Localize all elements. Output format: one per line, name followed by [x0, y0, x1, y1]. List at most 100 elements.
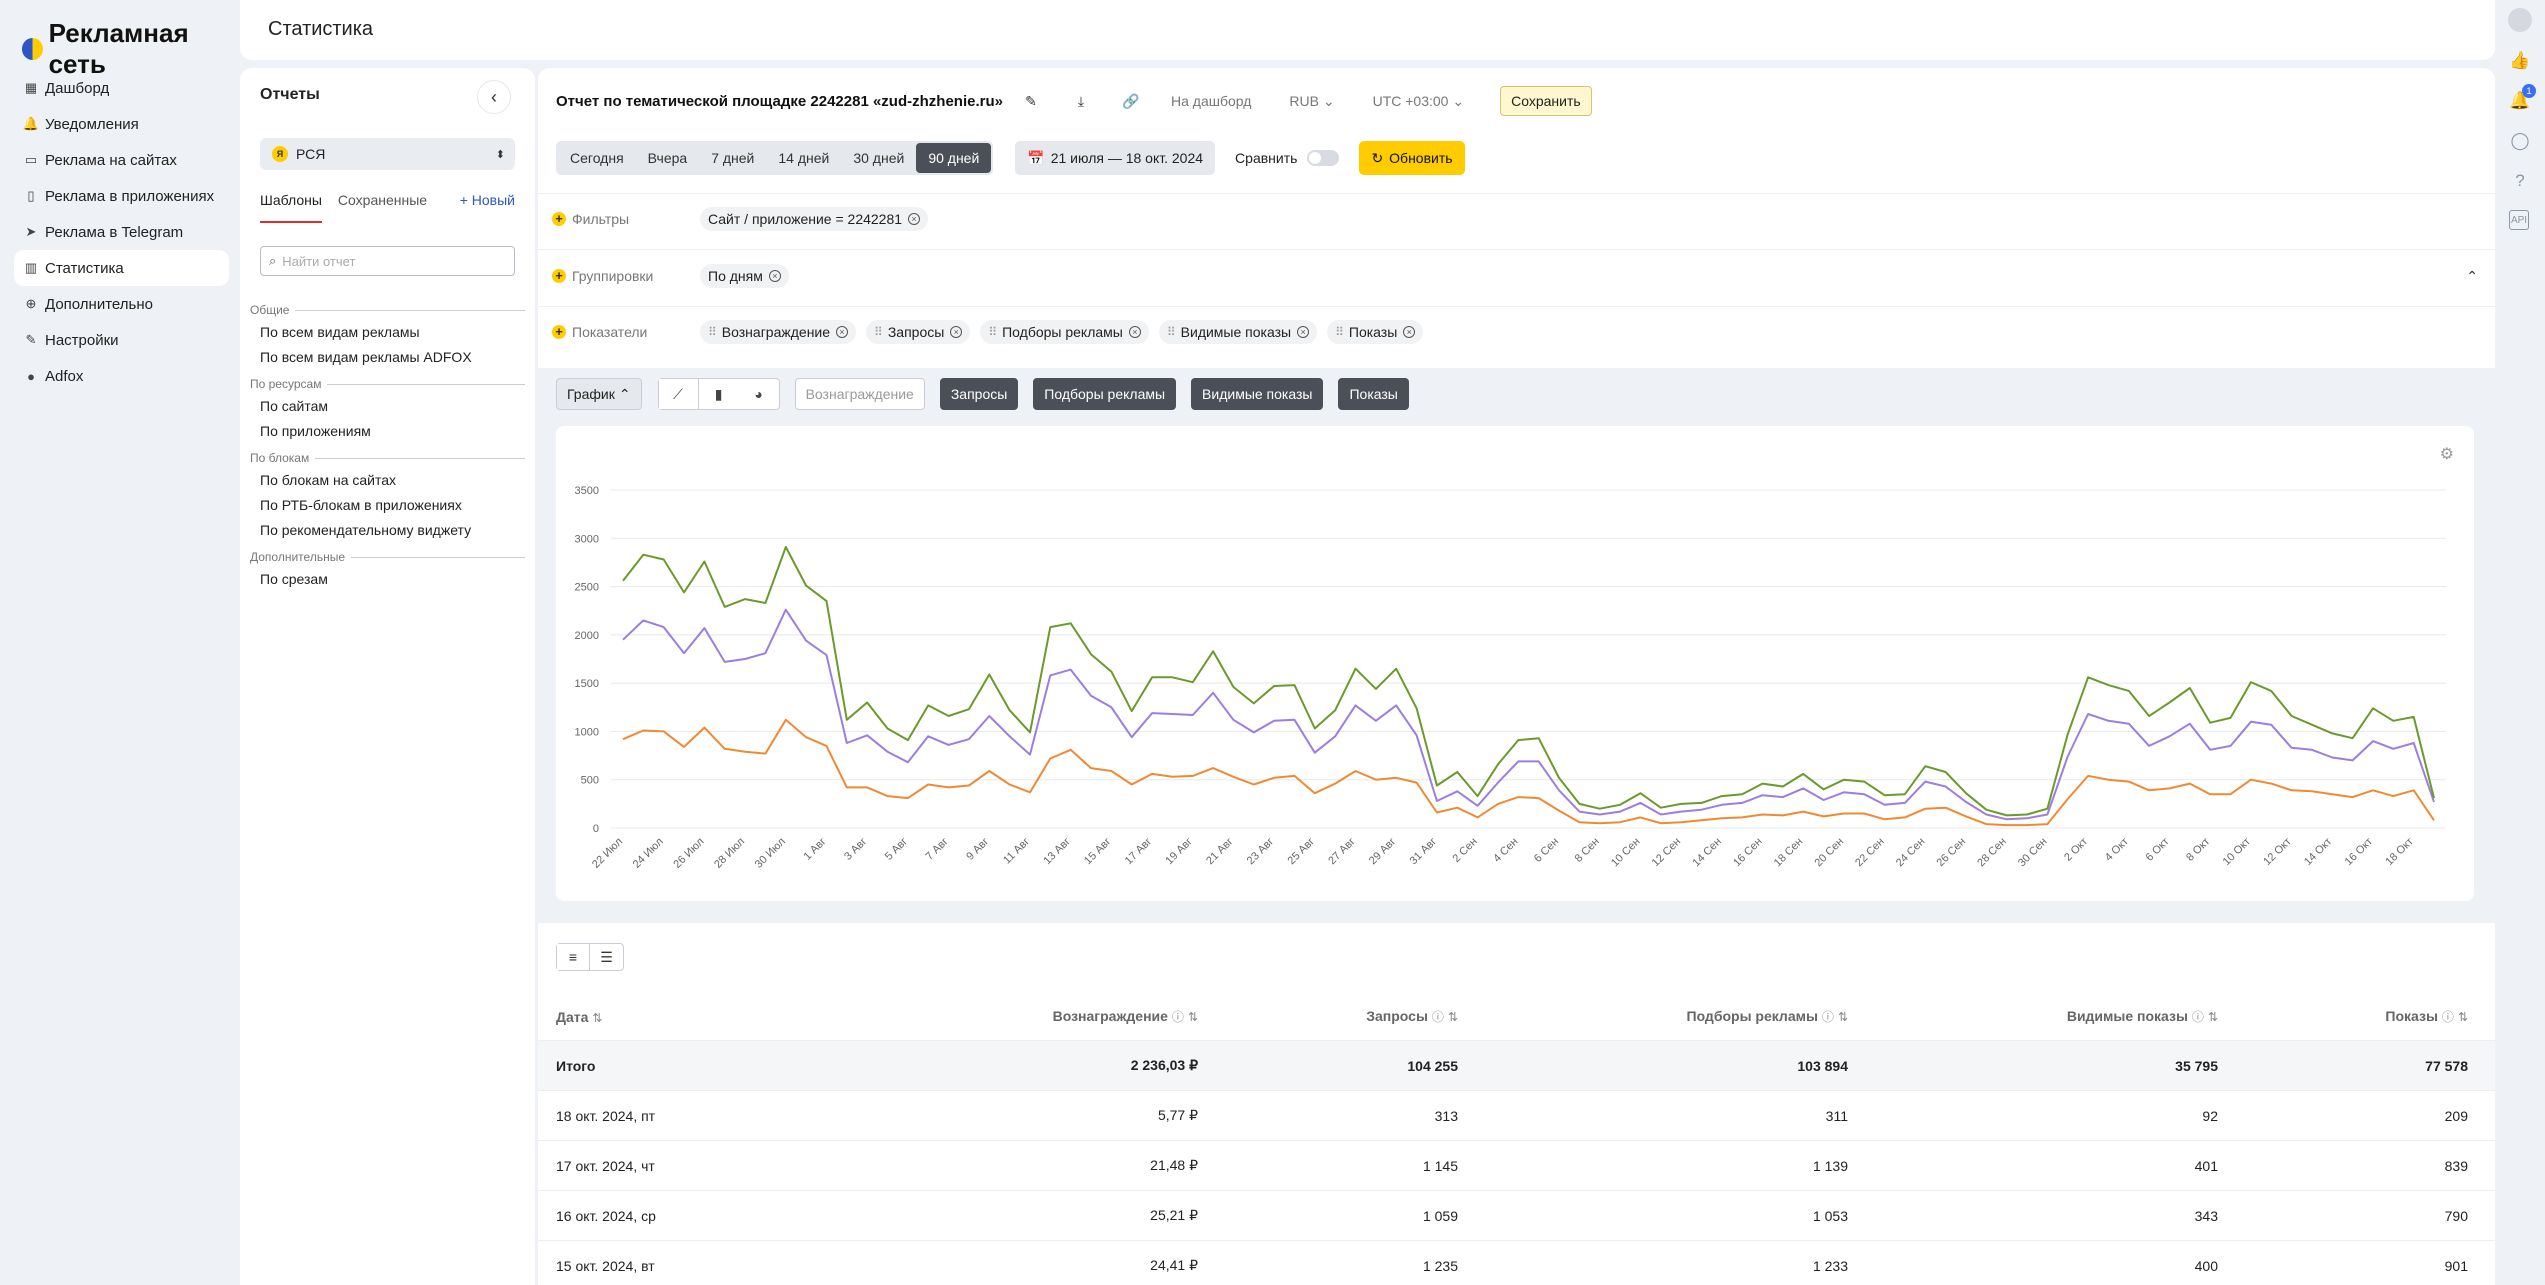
graph-mode-button[interactable]: График ⌃ [556, 378, 642, 410]
chat-icon[interactable]: ◯ [2510, 131, 2530, 150]
close-icon[interactable]: × [836, 326, 849, 338]
report-template-item[interactable]: По РТБ-блокам в приложениях [260, 497, 462, 513]
metric-chip[interactable]: ⠿ Подборы рекламы × [980, 320, 1149, 344]
report-template-item[interactable]: По приложениям [260, 423, 371, 439]
metric-chip[interactable]: ⠿ Показы × [1327, 320, 1424, 344]
nav-item-wrench[interactable]: ✎ Настройки [14, 322, 229, 358]
series-toggle-button[interactable]: Подборы рекламы [1033, 378, 1177, 410]
column-header[interactable]: Вознаграждение ⓘ ⇅ [828, 1008, 1198, 1025]
grouping-chip[interactable]: По дням × [700, 264, 789, 288]
flat-table-icon[interactable]: ≡ [557, 944, 590, 970]
drag-handle-icon[interactable]: ⠿ [988, 325, 997, 339]
help-icon[interactable]: ⓘ [1431, 1010, 1444, 1024]
app-logo[interactable]: Рекламная сеть [22, 18, 240, 80]
drag-handle-icon[interactable]: ⠿ [874, 325, 883, 339]
report-template-item[interactable]: По всем видам рекламы ADFOX [260, 349, 472, 365]
series-toggle-button[interactable]: Вознаграждение [794, 378, 925, 410]
sort-icon[interactable]: ⇅ [2207, 1010, 2218, 1024]
drag-handle-icon[interactable]: ⠿ [1166, 325, 1176, 339]
column-header[interactable]: Запросы ⓘ ⇅ [1198, 1008, 1458, 1025]
to-dashboard-link[interactable]: На дашборд [1170, 93, 1252, 109]
new-report-link[interactable]: + Новый [459, 192, 515, 208]
nav-item-monitor[interactable]: ▭ Реклама на сайтах [14, 142, 229, 178]
close-icon[interactable]: × [908, 213, 921, 225]
close-icon[interactable]: × [950, 326, 963, 338]
report-search-input[interactable] [282, 253, 503, 269]
report-template-item[interactable]: По всем видам рекламы [260, 324, 420, 340]
help-icon[interactable]: ? [2515, 171, 2525, 190]
nav-item-plus-circle[interactable]: ⊕ Дополнительно [14, 286, 229, 322]
series-toggle-button[interactable]: Запросы [939, 378, 1019, 410]
save-button[interactable]: Сохранить [1500, 86, 1592, 116]
close-icon[interactable]: × [1297, 326, 1310, 338]
timezone-select[interactable]: UTC +03:00 ⌄ [1373, 93, 1465, 110]
close-icon[interactable]: × [1403, 326, 1416, 338]
chart-settings-icon[interactable]: ⚙ [2439, 446, 2454, 463]
metric-chip[interactable]: ⠿ Видимые показы × [1158, 320, 1318, 344]
report-template-item[interactable]: По сайтам [260, 398, 329, 414]
sort-icon[interactable]: ⇅ [1837, 1010, 1848, 1024]
pie-chart-icon[interactable]: ◕ [754, 386, 763, 402]
metric-chip[interactable]: ⠿ Вознаграждение × [700, 320, 857, 344]
link-icon[interactable]: 🔗 [1122, 92, 1140, 109]
metric-chip[interactable]: ⠿ Запросы × [866, 320, 971, 344]
help-icon[interactable]: ⓘ [1821, 1010, 1834, 1024]
close-icon[interactable]: × [768, 270, 781, 282]
bar-chart-icon[interactable]: ▮ [714, 385, 723, 402]
api-icon[interactable]: API [2509, 210, 2529, 230]
period-button[interactable]: 90 дней [916, 143, 992, 173]
add-metric-icon[interactable]: + [552, 325, 566, 339]
report-template-item[interactable]: По рекомендательному виджету [260, 522, 472, 538]
column-header-label: Видимые показы [2066, 1008, 2188, 1024]
period-button[interactable]: Вчера [647, 150, 688, 166]
currency-select[interactable]: RUB ⌄ [1289, 93, 1334, 110]
add-grouping-icon[interactable]: + [552, 269, 566, 283]
nav-item-dashboard[interactable]: ▦ Дашборд [14, 70, 229, 106]
sort-icon[interactable]: ⇅ [1447, 1010, 1458, 1024]
column-header[interactable]: Видимые показы ⓘ ⇅ [1848, 1008, 2218, 1025]
series-toggle-button[interactable]: Показы [1338, 378, 1409, 410]
sort-icon[interactable]: ⇅ [2457, 1010, 2468, 1024]
period-button[interactable]: Сегодня [570, 150, 624, 166]
drag-handle-icon[interactable]: ⠿ [1335, 325, 1344, 339]
line-chart-icon[interactable]: ⟋ [658, 379, 699, 409]
pencil-icon[interactable]: ✎ [1025, 92, 1037, 109]
drag-handle-icon[interactable]: ⠿ [708, 325, 717, 339]
nav-item-phone[interactable]: ▯ Реклама в приложениях [14, 178, 229, 214]
report-template-item[interactable]: По блокам на сайтах [260, 472, 397, 488]
download-icon[interactable]: ⤓ [1077, 92, 1085, 109]
tab-templates[interactable]: Шаблоны [260, 192, 322, 223]
help-icon[interactable]: ⓘ [2441, 1010, 2454, 1024]
like-icon[interactable]: 👍 [2509, 51, 2531, 70]
add-filter-icon[interactable]: + [552, 212, 566, 226]
help-icon[interactable]: ⓘ [2191, 1010, 2204, 1024]
nav-item-bell[interactable]: 🔔 Уведомления [14, 106, 229, 142]
collapse-panel-button[interactable]: ‹ [477, 80, 511, 114]
sort-icon[interactable]: ⇅ [1187, 1010, 1198, 1024]
date-range-button[interactable]: 📅 21 июля — 18 окт. 2024 [1015, 141, 1216, 175]
refresh-button[interactable]: ↻ Обновить [1359, 141, 1465, 175]
tree-table-icon[interactable]: ☰ [600, 948, 613, 965]
sort-icon[interactable]: ⇅ [592, 1010, 603, 1025]
column-header[interactable]: Показы ⓘ ⇅ [2218, 1008, 2468, 1025]
compare-toggle[interactable] [1307, 150, 1340, 166]
close-icon[interactable]: × [1128, 326, 1141, 338]
period-button[interactable]: 30 дней [853, 150, 905, 166]
column-header[interactable]: Дата ⇅ [538, 1009, 828, 1025]
nav-item-adfox[interactable]: ● Adfox [14, 358, 229, 394]
column-header[interactable]: Подборы рекламы ⓘ ⇅ [1458, 1008, 1849, 1025]
period-button[interactable]: 7 дней [711, 150, 755, 166]
period-button[interactable]: 14 дней [778, 150, 830, 166]
network-select[interactable]: Я РСЯ ⬍ [260, 138, 515, 170]
chevron-up-icon[interactable]: ⌃ [2466, 267, 2478, 284]
wrench-icon: ✎ [25, 332, 37, 347]
tab-saved[interactable]: Сохраненные [337, 192, 428, 208]
nav-item-telegram[interactable]: ➤ Реклама в Telegram [14, 214, 229, 250]
filter-chip[interactable]: Сайт / приложение = 2242281 × [700, 207, 929, 231]
chevron-down-icon: ⌄ [1322, 92, 1335, 109]
avatar[interactable] [2508, 8, 2532, 32]
report-template-item[interactable]: По срезам [260, 571, 328, 587]
help-icon[interactable]: ⓘ [1171, 1010, 1184, 1024]
series-toggle-button[interactable]: Видимые показы [1191, 378, 1324, 410]
nav-item-stats[interactable]: ▥ Статистика [14, 250, 229, 286]
